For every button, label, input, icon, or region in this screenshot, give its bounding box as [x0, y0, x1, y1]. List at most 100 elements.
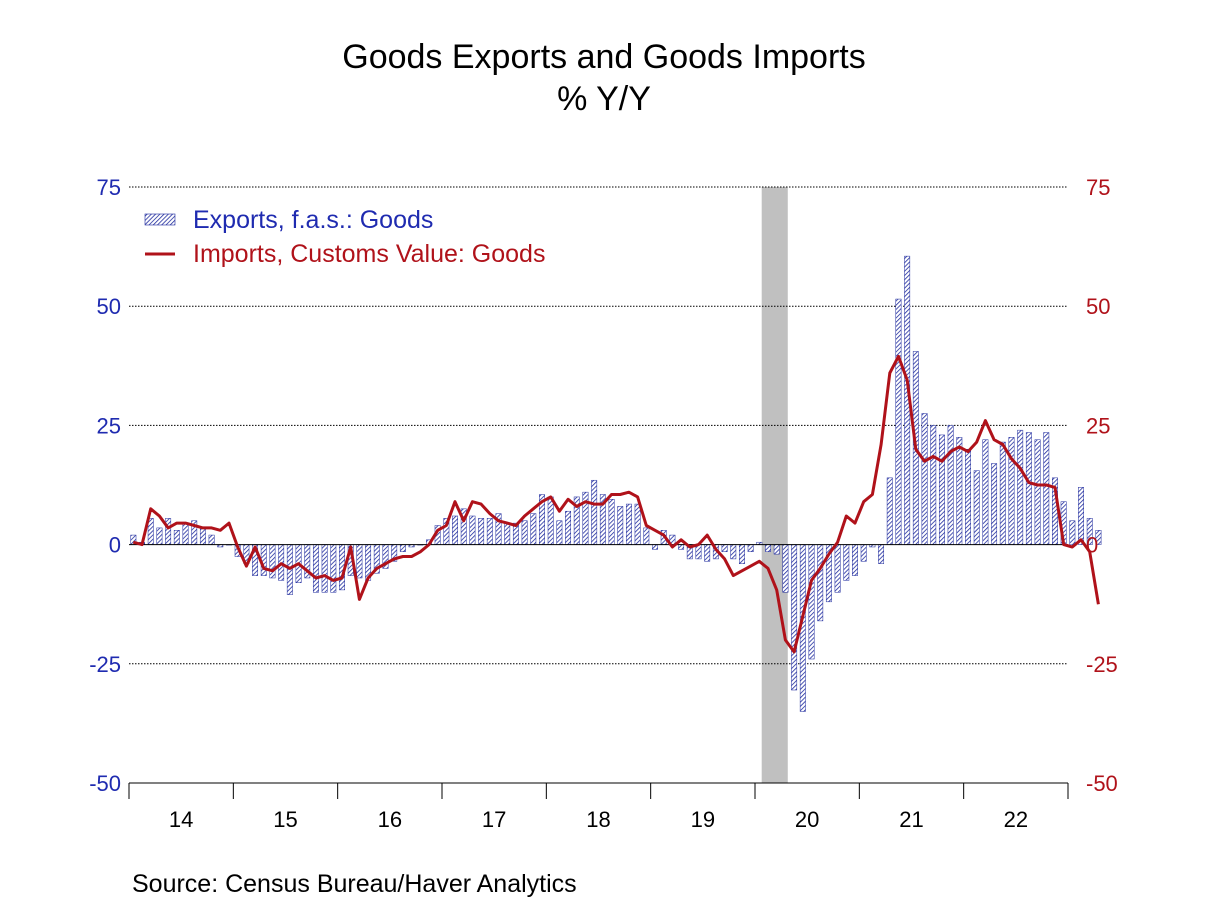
exports-bar: [921, 413, 928, 545]
exports-bar: [1034, 439, 1041, 545]
exports-bar: [617, 506, 624, 545]
exports-bar: [721, 544, 728, 553]
exports-bar: [1078, 487, 1084, 545]
legend-imports-label: Imports, Customs Value: Goods: [193, 240, 545, 268]
exports-bar: [965, 448, 971, 545]
exports-bar: [1095, 530, 1102, 545]
exports-bar: [521, 520, 528, 545]
exports-bar: [808, 544, 815, 660]
axes: [128, 782, 1069, 799]
exports-bar: [504, 522, 511, 545]
exports-bar: [730, 544, 737, 560]
exports-bar: [452, 515, 458, 545]
exports-bar: [973, 470, 980, 545]
legend-exports-label: Exports, f.a.s.: Goods: [193, 206, 433, 234]
exports-bars: [130, 255, 1102, 712]
exports-bar: [156, 527, 163, 545]
exports-bar: [330, 544, 337, 593]
recession-band: [761, 187, 788, 783]
exports-bar: [1025, 432, 1032, 545]
exports-bar: [834, 544, 841, 593]
exports-bar: [999, 441, 1006, 545]
exports-bar: [895, 298, 902, 545]
exports-bar: [643, 527, 650, 545]
exports-bar: [486, 518, 493, 545]
exports-bar: [469, 515, 476, 545]
y-right-tick-label: 0: [1086, 533, 1098, 558]
exports-bar: [982, 439, 989, 545]
exports-bar: [704, 544, 711, 562]
exports-bar: [625, 503, 632, 545]
exports-bar: [582, 491, 589, 545]
exports-bar: [1069, 520, 1076, 545]
chart-subtitle: % Y/Y: [557, 80, 651, 118]
x-axis-labels: 14 15 16 17 18 19 20 21 22: [169, 807, 1028, 832]
recession-shade: [761, 187, 788, 783]
exports-bar: [165, 518, 172, 545]
x-tick-label: 19: [691, 807, 715, 832]
imports-series-line: [132, 354, 1100, 654]
y-right-tick-label: -50: [1086, 771, 1118, 796]
exports-bar: [399, 544, 406, 553]
exports-bar: [817, 544, 824, 622]
x-tick-label: 21: [899, 807, 923, 832]
exports-bar: [1043, 432, 1050, 545]
y-right-tick-label: -25: [1086, 652, 1118, 677]
exports-bar: [765, 544, 771, 553]
exports-bar: [852, 544, 858, 576]
exports-bar: [547, 496, 554, 545]
imports-line: [132, 354, 1100, 654]
exports-bar: [860, 544, 867, 562]
exports-bar: [739, 544, 745, 564]
exports-bar: [947, 425, 954, 545]
y-left-tick-label: -50: [89, 771, 121, 796]
legend: Exports, f.a.s.: Goods Imports, Customs …: [144, 206, 545, 268]
exports-bar: [782, 544, 789, 593]
exports-bar: [695, 544, 702, 560]
x-tick-label: 17: [482, 807, 506, 832]
exports-bar: [747, 544, 754, 553]
y-axis-left-labels: 75 50 25 0 -25 -50: [89, 175, 121, 796]
y-left-tick-label: 50: [97, 294, 121, 319]
exports-bar: [1017, 429, 1024, 545]
exports-bar: [773, 544, 780, 555]
exports-bar: [608, 499, 615, 545]
y-right-tick-label: 25: [1086, 413, 1110, 438]
exports-bar: [478, 518, 485, 545]
exports-bar: [956, 437, 963, 545]
exports-bar: [1086, 518, 1093, 545]
exports-bar: [930, 425, 937, 545]
exports-bar: [199, 527, 206, 545]
exports-bar: [634, 503, 641, 545]
y-left-tick-label: -25: [89, 652, 121, 677]
y-left-tick-label: 25: [97, 413, 121, 438]
exports-bar: [556, 520, 563, 545]
exports-bar: [843, 544, 850, 581]
x-tick-label: 16: [378, 807, 402, 832]
exports-bar: [356, 544, 363, 579]
exports-bar: [182, 522, 189, 545]
y-left-tick-label: 0: [109, 533, 121, 558]
x-tick-label: 20: [795, 807, 819, 832]
exports-bar: [886, 477, 893, 545]
exports-bar: [878, 544, 885, 564]
exports-bar: [591, 479, 598, 545]
y-left-tick-label: 75: [97, 175, 121, 200]
exports-bar: [565, 510, 572, 545]
exports-bar: [678, 544, 685, 550]
y-right-tick-label: 50: [1086, 294, 1110, 319]
exports-bar: [312, 544, 319, 593]
x-tick-label: 18: [586, 807, 610, 832]
x-tick-label: 14: [169, 807, 193, 832]
source-note: Source: Census Bureau/Haver Analytics: [132, 870, 577, 898]
exports-bar: [530, 513, 537, 545]
exports-bar: [208, 534, 215, 545]
x-tick-label: 15: [273, 807, 297, 832]
legend-exports-swatch: [144, 213, 176, 226]
x-tick-label: 22: [1004, 807, 1028, 832]
exports-bar: [991, 463, 998, 545]
exports-bar: [269, 544, 276, 579]
exports-bar: [791, 544, 798, 691]
y-axis-right-labels: 75 50 25 0 -25 -50: [1086, 175, 1118, 796]
